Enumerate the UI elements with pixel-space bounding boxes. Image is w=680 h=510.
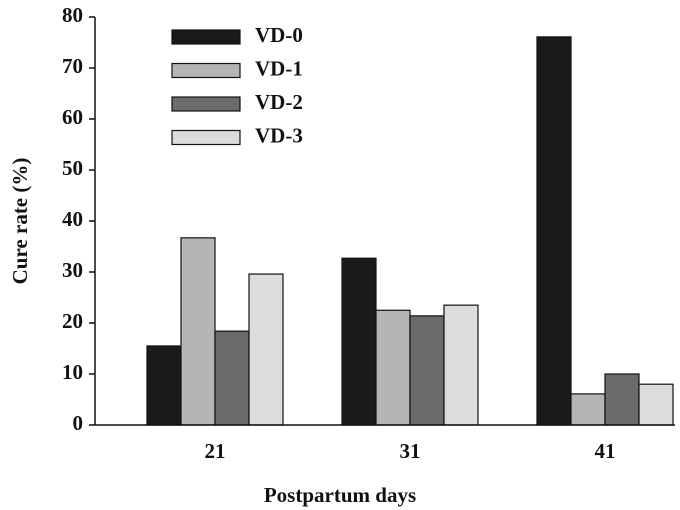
bar [146,345,182,426]
bar [248,273,284,426]
legend-swatch [171,29,241,45]
legend-label: VD-0 [255,23,303,47]
y-tick-label: 40 [62,207,83,231]
y-tick-label: 60 [62,105,83,129]
bar [536,36,572,426]
x-tick-label: 31 [400,439,421,463]
bar [375,309,411,426]
x-tick-label: 41 [595,439,616,463]
bar [570,393,606,426]
legend-label: VD-3 [255,123,303,147]
y-tick-label: 0 [73,411,84,435]
y-tick-label: 10 [62,360,83,384]
legend-label: VD-2 [255,90,303,114]
bar [604,373,640,426]
y-tick-label: 20 [62,309,83,333]
bar [409,315,445,426]
y-tick-label: 30 [62,258,83,282]
bar [341,257,377,426]
bar [214,330,250,426]
x-tick-label: 21 [205,439,226,463]
y-tick-label: 80 [62,3,83,27]
legend-swatch [171,62,241,79]
x-axis-label: Postpartum days [264,483,416,507]
legend-swatch [171,129,241,146]
bar [638,383,674,426]
y-tick-label: 70 [62,54,83,78]
bar [443,304,479,426]
bar [180,237,216,426]
legend-label: VD-1 [255,56,303,80]
y-axis-label: Cure rate (%) [8,158,32,285]
y-tick-label: 50 [62,156,83,180]
legend-swatch [171,96,241,112]
